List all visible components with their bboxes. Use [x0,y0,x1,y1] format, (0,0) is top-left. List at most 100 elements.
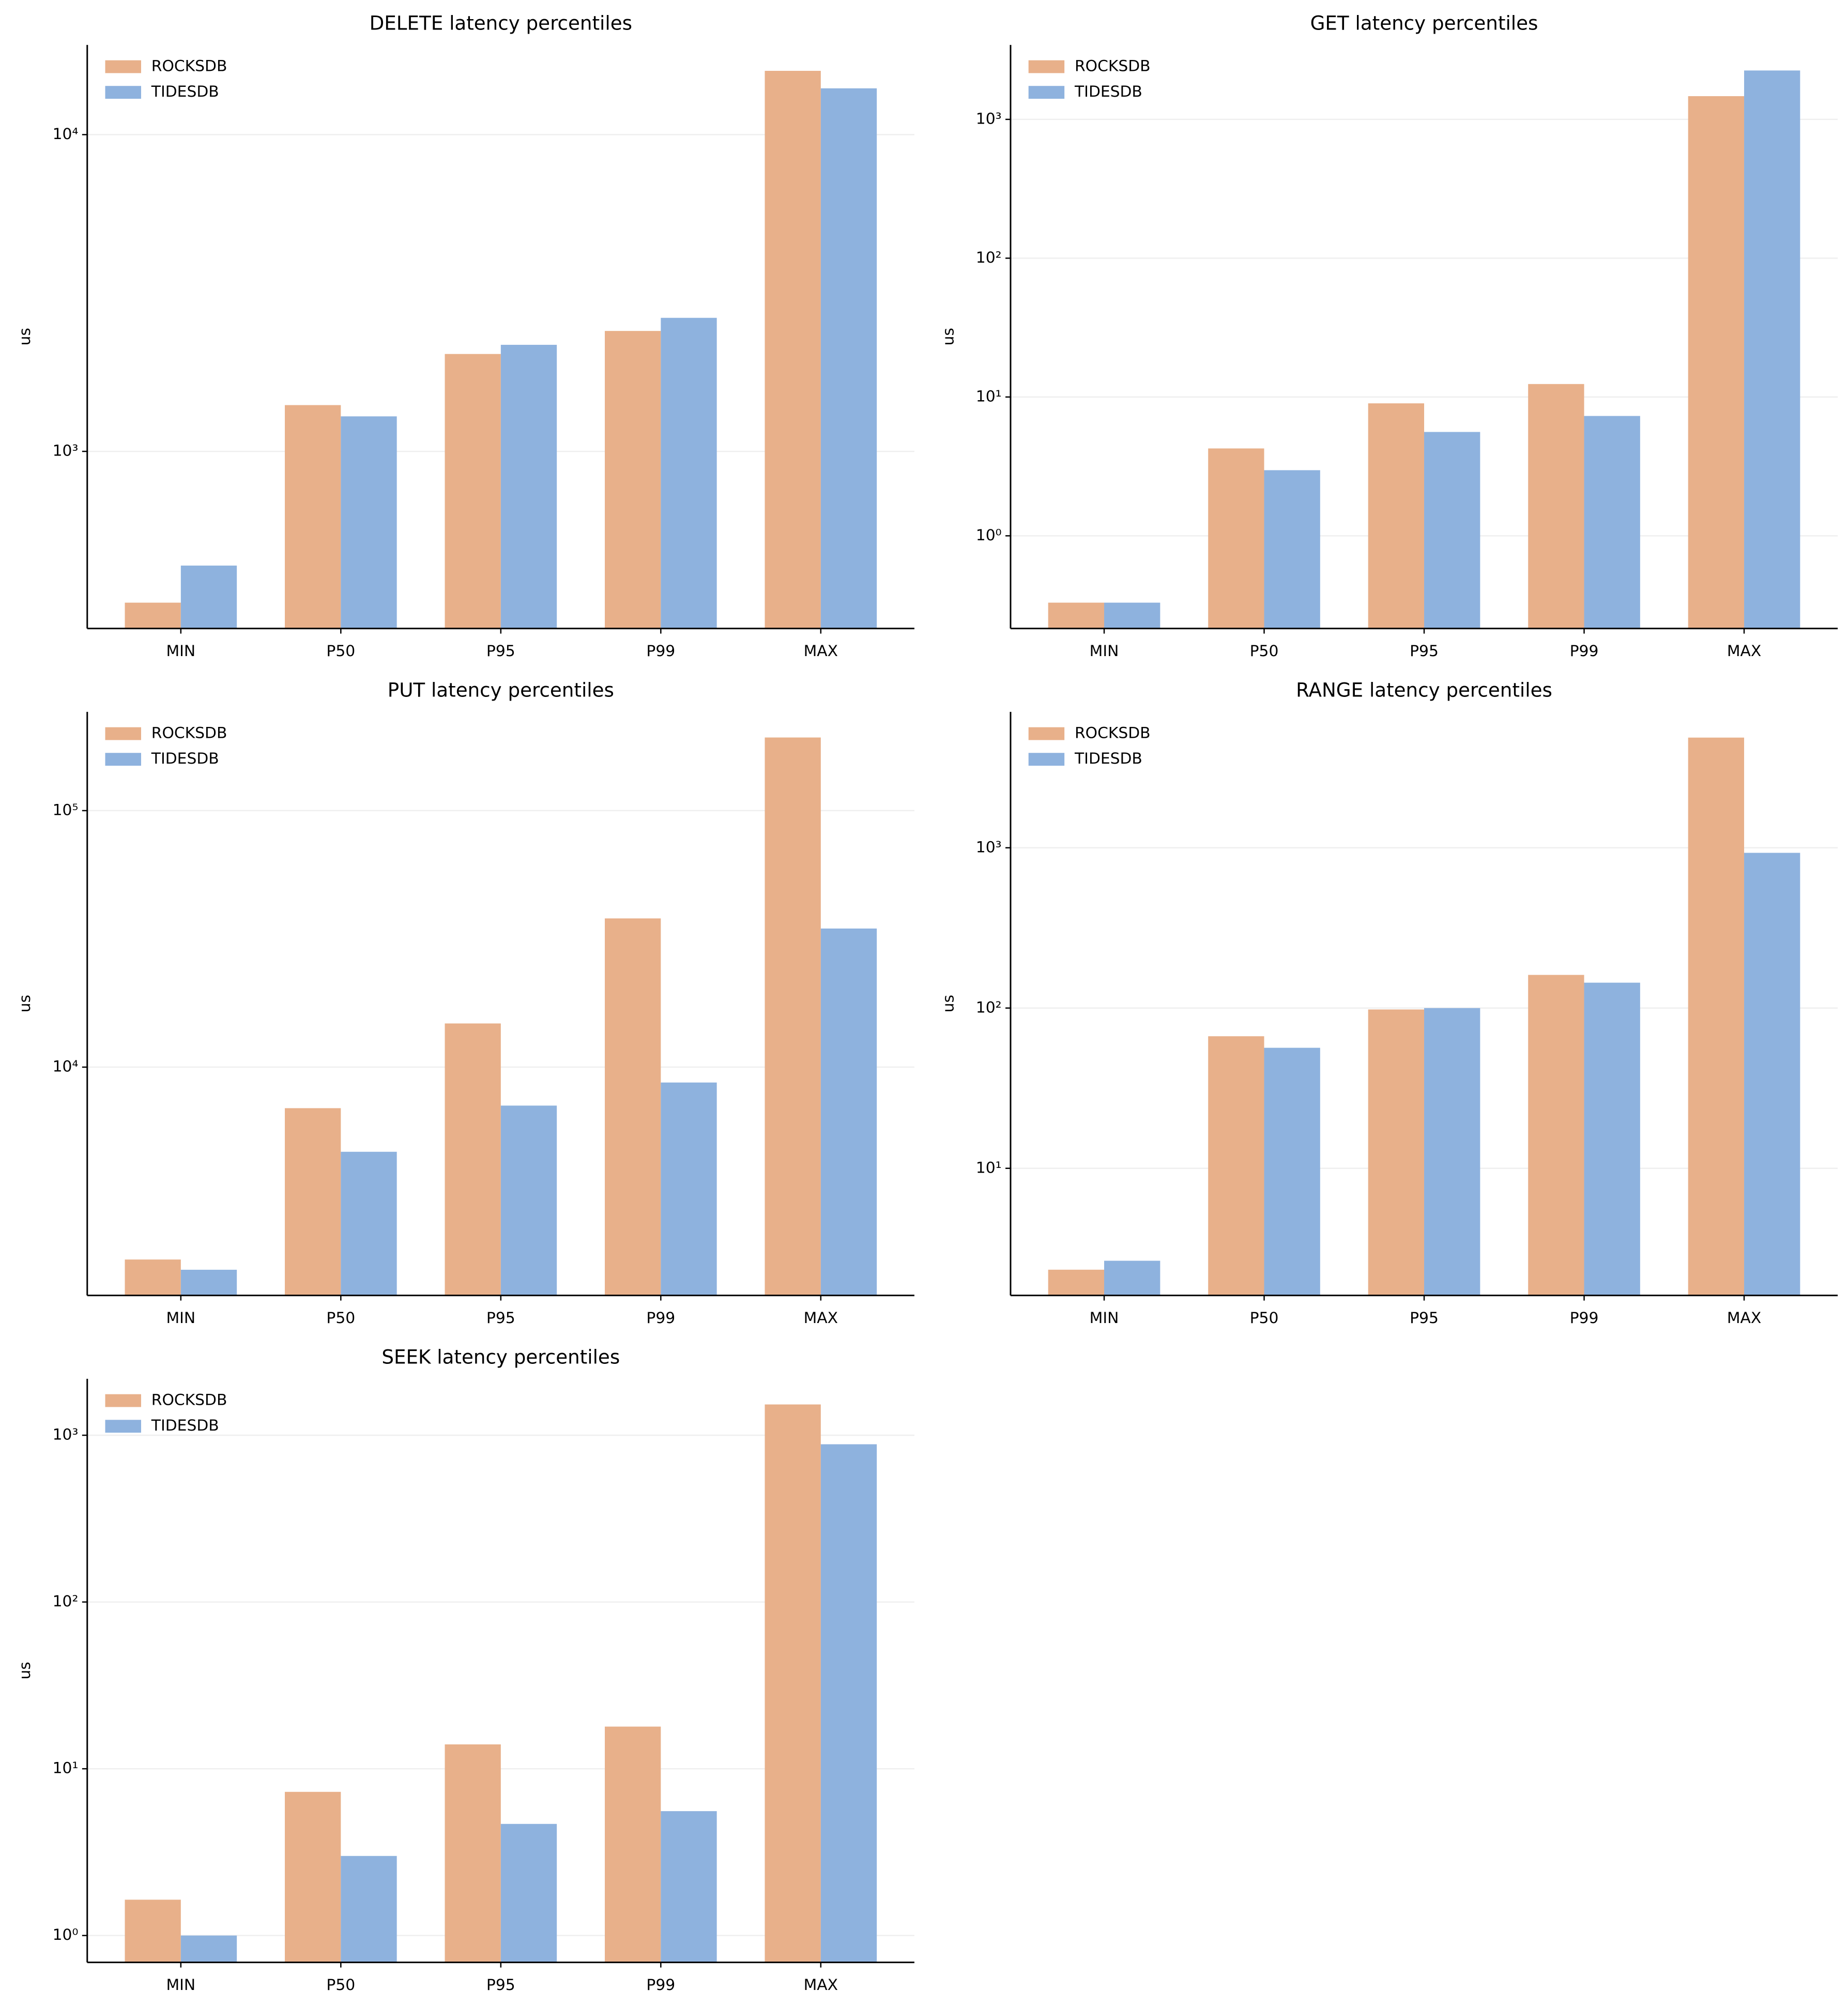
bar [180,565,237,629]
legend-swatch [105,753,141,766]
bar [1208,1036,1264,1296]
chart-title: RANGE latency percentiles [1296,679,1552,702]
legend-swatch [105,60,141,73]
y-tick-label: 10³ [53,442,79,460]
y-tick-label: 10³ [976,110,1002,128]
legend-label: ROCKSDB [1075,57,1151,75]
bar [285,1108,341,1296]
bar [1424,1008,1480,1296]
y-axis-label: us [939,995,957,1012]
bar [125,1259,181,1296]
y-tick-label: 10¹ [53,1759,79,1777]
x-tick-label: P50 [326,1309,355,1327]
bar [125,1899,181,1963]
bar [1744,70,1800,629]
x-tick-label: P50 [326,642,355,660]
bar [820,88,877,629]
x-tick-label: MAX [804,642,838,660]
bar [1584,982,1640,1296]
bar [1688,737,1745,1296]
y-tick-label: 10¹ [976,1159,1002,1177]
x-tick-label: MIN [166,1976,195,1994]
y-tick-label: 10¹ [976,387,1002,405]
bar [500,1823,557,1963]
legend-swatch [105,1394,141,1407]
legend-label: TIDESDB [151,83,219,101]
subplot: PUT latency percentiles us 10⁴ 10⁵ MIN P50 P95… [16,679,914,1327]
legend-label: ROCKSDB [1075,724,1151,742]
bar [765,1404,821,1963]
bar [1584,416,1640,629]
bar [1744,853,1800,1296]
bar [605,918,661,1296]
bar [341,416,397,629]
bar [1048,1269,1105,1296]
bar [285,405,341,629]
bar [605,331,661,629]
bar [1048,602,1105,629]
legend-swatch [1028,727,1065,740]
x-tick-label: P99 [1570,642,1599,660]
y-tick-label: 10³ [53,1426,79,1444]
bar [661,1082,717,1296]
y-axis-label: us [16,328,34,345]
x-tick-label: P50 [326,1976,355,1994]
bar [820,928,877,1296]
x-tick-label: MIN [166,642,195,660]
subplot: SEEK latency percentiles us 10⁰ 10¹ 10² 10³ MI… [16,1346,914,1994]
legend-swatch [105,86,141,99]
subplot: RANGE latency percentiles us 10¹ 10² 10³ MIN P… [939,679,1838,1327]
bar [1264,1047,1320,1296]
bar [1424,432,1480,629]
legend-swatch [105,727,141,740]
bar [1528,975,1584,1296]
legend-label: TIDESDB [1074,83,1142,101]
subplot: DELETE latency percentiles us 10³ 10⁴ MIN P50… [16,12,914,660]
legend-label: TIDESDB [1074,750,1142,768]
legend-label: ROCKSDB [151,57,227,75]
bar [341,1151,397,1296]
y-tick-label: 10⁰ [976,526,1002,544]
chart-title: SEEK latency percentiles [381,1346,620,1369]
legend-label: TIDESDB [151,1417,219,1435]
subplot: GET latency percentiles us 10⁰ 10¹ 10² 10³ MIN… [939,12,1838,660]
legend-swatch [1028,86,1065,99]
x-tick-label: P50 [1250,1309,1279,1327]
y-tick-label: 10⁴ [53,125,79,143]
bar [445,1744,501,1963]
legend-label: ROCKSDB [151,724,227,742]
chart-title: DELETE latency percentiles [370,12,632,35]
legend-label: TIDESDB [151,750,219,768]
bar [605,1726,661,1963]
y-tick-label: 10⁵ [53,801,79,819]
y-tick-label: 10² [53,1592,79,1610]
x-tick-label: MIN [1090,642,1119,660]
bar [661,317,717,629]
bar [1208,448,1264,629]
bar [285,1791,341,1963]
y-tick-label: 10⁰ [53,1926,79,1944]
y-axis-label: us [16,995,34,1012]
bar [765,71,821,629]
x-tick-label: P95 [486,642,515,660]
bar [1368,1009,1425,1296]
bar [125,602,181,629]
bar [500,1105,557,1296]
y-tick-label: 10³ [976,838,1002,856]
x-tick-label: P99 [646,1309,675,1327]
bar [1264,470,1320,629]
legend-swatch [1028,60,1065,73]
x-tick-label: P95 [486,1309,515,1327]
bar [1104,1260,1160,1296]
bar [500,344,557,629]
bar [820,1444,877,1963]
y-tick-label: 10² [976,998,1002,1016]
bar [180,1269,237,1296]
legend-label: ROCKSDB [151,1391,227,1409]
x-tick-label: P95 [1410,1309,1439,1327]
legend-swatch [105,1420,141,1433]
bar [1368,403,1425,629]
x-tick-label: MAX [804,1309,838,1327]
legend-swatch [1028,753,1065,766]
